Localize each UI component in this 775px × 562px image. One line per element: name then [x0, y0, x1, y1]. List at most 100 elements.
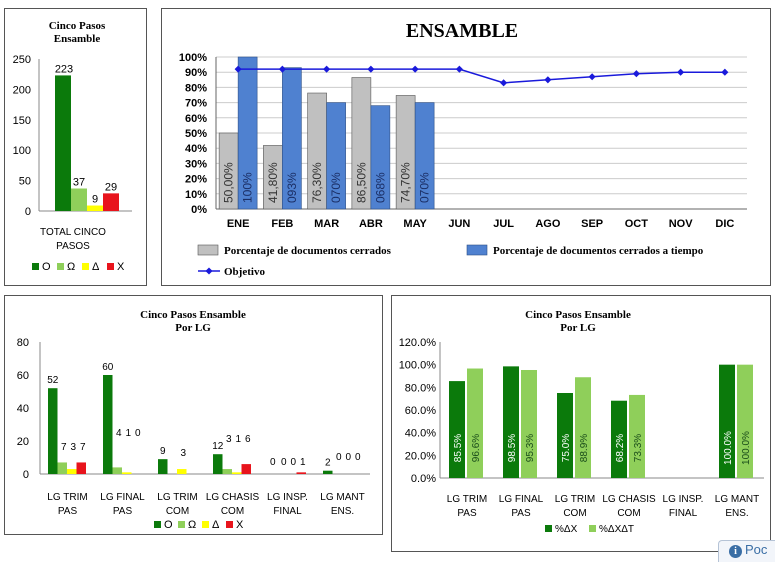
bar	[232, 472, 242, 474]
bar	[326, 102, 346, 210]
bar	[71, 188, 87, 211]
bar	[611, 400, 627, 478]
category-label: COM	[166, 506, 189, 517]
y-tick-label: 250	[13, 54, 31, 66]
legend-label: %ΔX	[555, 524, 578, 535]
bar	[222, 469, 232, 474]
data-label: 50,00%	[222, 162, 236, 203]
data-label: 100.0%	[741, 431, 752, 465]
y-tick-label: 150	[13, 115, 31, 127]
legend-label: X	[236, 519, 244, 531]
data-label: 88.9%	[579, 434, 590, 462]
chart-panel-por-lg-percent: Cinco Pasos Ensamble Por LG 0.0% 20.0% 40.0%…	[391, 295, 771, 552]
legend-swatch	[178, 521, 185, 528]
category-label: COM	[563, 508, 586, 519]
bar	[177, 469, 187, 474]
chart-panel-ensamble: ENSAMBLE 0% 10% 20% 30% 40% 50% 60% 70% 80% 90% 100…	[161, 8, 771, 286]
data-label: 76,30%	[310, 162, 324, 203]
legend-swatch	[154, 521, 161, 528]
y-tick-label: 60%	[185, 113, 207, 125]
bar	[521, 369, 537, 478]
data-label: 3	[70, 442, 76, 453]
y-tick-label: 60	[17, 370, 29, 382]
objetivo-marker	[367, 65, 375, 73]
info-icon[interactable]: i	[729, 545, 742, 558]
data-label: 73.3%	[633, 434, 644, 462]
legend-swatch	[589, 525, 596, 532]
bar	[737, 364, 753, 478]
legend-swatch	[82, 263, 89, 270]
y-tick-label: 80%	[185, 82, 207, 94]
y-tick-label: 50%	[185, 128, 207, 140]
x-tick-label: FEB	[271, 218, 293, 230]
category-label: LG MANT	[320, 492, 364, 503]
info-widget[interactable]: i Poc	[718, 540, 775, 562]
data-label: 223	[55, 63, 73, 75]
objetivo-marker	[278, 65, 286, 73]
info-widget-label: Poc	[745, 542, 768, 557]
data-label: 75.0%	[561, 434, 572, 462]
data-label: 68.2%	[615, 434, 626, 462]
bar	[370, 105, 391, 210]
y-tick-label: 70%	[185, 98, 207, 110]
x-tick-label: JUN	[448, 218, 470, 230]
category-label: COM	[221, 506, 244, 517]
legend-label: O	[164, 519, 173, 531]
data-label: 0	[355, 452, 361, 463]
bar	[467, 368, 483, 478]
data-label: 2	[325, 458, 331, 469]
data-label: 070%	[329, 172, 343, 203]
data-label: 1	[235, 434, 241, 445]
category-label: LG CHASIS	[206, 492, 260, 503]
category-label: PAS	[511, 508, 531, 519]
category-label: PAS	[113, 506, 133, 517]
y-tick-label: 120.0%	[399, 337, 437, 349]
legend-swatch	[197, 244, 219, 256]
category-label: COM	[617, 508, 640, 519]
bar	[213, 454, 223, 474]
chart-title: Ensamble	[54, 33, 101, 45]
bar	[67, 469, 77, 474]
y-tick-label: 100%	[179, 52, 207, 64]
bar	[76, 462, 86, 474]
y-tick-label: 20.0%	[405, 450, 436, 462]
y-tick-label: 40%	[185, 143, 207, 155]
data-label: 7	[80, 442, 86, 453]
legend-label: Objetivo	[224, 266, 265, 278]
legend-label: O	[42, 261, 51, 273]
bar	[158, 459, 168, 474]
bar	[122, 472, 132, 474]
y-tick-label: 80	[17, 337, 29, 349]
chart-title: Cinco Pasos	[49, 20, 106, 32]
chart-panel-por-lg-counts: Cinco Pasos Ensamble Por LG 0 20 40 60 80 52 7 3 7…	[4, 295, 383, 535]
legend-swatch	[226, 521, 233, 528]
data-label: 100%	[241, 172, 255, 203]
legend-swatch	[107, 263, 114, 270]
bar	[103, 375, 113, 474]
objetivo-marker	[323, 65, 331, 73]
x-tick-label: OCT	[625, 218, 649, 230]
chart-panel-total: Cinco Pasos Ensamble 0 50 100 150 200 250 223 37 9…	[4, 8, 147, 286]
data-label: 95.3%	[525, 434, 536, 462]
x-tick-label: ENE	[227, 218, 250, 230]
chart-ensamble-svg: ENSAMBLE 0% 10% 20% 30% 40% 50% 60% 70% 80% 90% 100…	[179, 20, 747, 278]
legend-label: X	[117, 261, 125, 273]
chart-title: Por LG	[175, 322, 211, 334]
chart-title: Por LG	[560, 322, 596, 334]
category-label: PASOS	[56, 241, 90, 252]
bar	[103, 193, 119, 211]
objetivo-marker	[500, 79, 508, 87]
x-tick-label: JUL	[493, 218, 514, 230]
data-label: 0	[290, 457, 296, 468]
y-tick-label: 20%	[185, 174, 207, 186]
data-label: 0	[345, 452, 351, 463]
data-label: 070%	[418, 172, 432, 203]
data-label: 3	[226, 434, 232, 445]
y-tick-label: 0.0%	[411, 473, 436, 485]
category-label: LG TRIM	[555, 494, 595, 505]
legend-label: Porcentaje de documentos cerrados a tiem…	[493, 245, 704, 257]
bar	[112, 467, 122, 474]
objetivo-marker	[411, 65, 419, 73]
data-label: 1	[125, 428, 131, 439]
